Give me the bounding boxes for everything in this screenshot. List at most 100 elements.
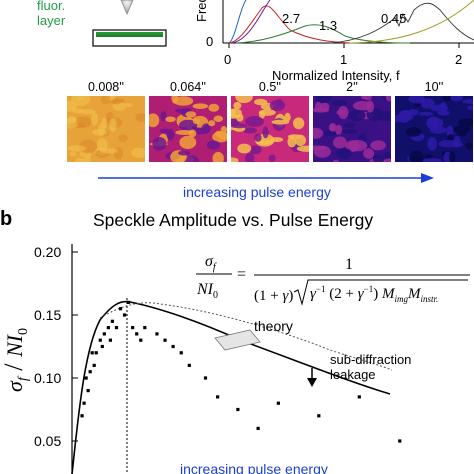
speckle-blob <box>84 155 91 162</box>
speckle-blob <box>348 140 368 152</box>
panel-letter-b: b <box>0 208 12 230</box>
hist-ylabel: Freq <box>194 0 209 22</box>
equation: σf NI0 = 1 (1 + γ) γ−1 (2 + γ−1) MimgMin… <box>196 253 470 306</box>
data-point <box>276 401 280 405</box>
speckle-blob <box>465 142 473 150</box>
hist-xlabel: Normalized Intensity, f <box>272 68 400 83</box>
speckle-blob <box>366 100 375 113</box>
speckle-blob <box>331 100 348 106</box>
annotation-line2: leakage <box>330 367 376 382</box>
speckle-blob <box>262 126 269 139</box>
data-point <box>110 319 115 323</box>
speckle-blob <box>178 119 198 131</box>
speckle-blob <box>343 122 356 128</box>
speckle-blob <box>348 109 366 122</box>
speckle-blob <box>453 125 471 134</box>
speckle-blob <box>333 136 347 149</box>
speckle-blob <box>408 96 426 104</box>
thumb-label-5: 10'' <box>424 80 444 94</box>
data-point <box>357 395 361 399</box>
data-point <box>82 401 86 405</box>
speckle-blob <box>90 112 98 126</box>
peak-label-3: 0.45 <box>381 11 406 26</box>
speckle-blob <box>206 140 221 150</box>
speckle-blob <box>178 150 191 156</box>
speckle-blob <box>458 118 473 127</box>
speckle-blob <box>406 127 422 137</box>
speckle-blob <box>75 116 92 128</box>
speckle-blob <box>109 99 122 105</box>
speckle-blob <box>256 139 273 145</box>
speckle-blob <box>71 96 91 107</box>
data-point <box>163 338 167 342</box>
ytick-label-005: 0.05 <box>34 433 61 449</box>
eq-rhs-den-inner: γ−1 (2 + γ−1) MimgMinstr. <box>310 284 438 304</box>
speckle-blob <box>192 118 201 125</box>
speckle-blob <box>335 148 353 160</box>
speckle-blob <box>437 109 450 116</box>
data-point <box>127 300 131 304</box>
ytick-label-020: 0.20 <box>34 244 61 260</box>
data-point <box>143 326 147 330</box>
hist-curve-red <box>228 5 351 44</box>
speckle-blob <box>446 125 454 138</box>
hist-ytick-0: 0 <box>206 34 213 49</box>
speckle-blob <box>384 158 391 162</box>
speckle-texture <box>67 96 145 162</box>
speckle-blob <box>287 136 297 148</box>
ylabel-slash: / <box>0 357 28 377</box>
speckle-blob <box>79 108 96 115</box>
data-point <box>106 326 110 330</box>
speckle-blob <box>342 128 358 134</box>
data-point <box>100 344 104 349</box>
speckle-blob <box>174 108 187 113</box>
speckle-blob <box>383 152 391 158</box>
speckle-blob <box>254 133 262 142</box>
speckle-blob <box>407 108 419 116</box>
speckle-blob <box>372 154 385 162</box>
speckle-blob <box>336 109 346 116</box>
peak-label-2: 1.3 <box>319 18 337 33</box>
data-point <box>94 351 98 355</box>
speckle-blob <box>208 103 220 112</box>
data-point <box>80 414 84 418</box>
speckle-blob <box>245 116 264 127</box>
data-point <box>90 351 94 355</box>
speckle-blob <box>201 123 211 134</box>
data-point <box>398 439 402 443</box>
speckle-blob <box>438 139 458 148</box>
speckle-blob <box>231 123 248 129</box>
thumb-label-3: 0.5'' <box>258 80 282 94</box>
speckle-blob <box>109 118 117 133</box>
hist-xtick-2: 2 <box>455 52 462 67</box>
eq-rhs-den: (1 + γ) <box>254 288 293 304</box>
arrow-head-icon <box>421 173 434 183</box>
speckle-blob <box>160 111 167 122</box>
speckle-blob <box>100 96 111 104</box>
data-point <box>108 338 112 342</box>
speckle-blob <box>440 102 447 109</box>
thumb-label-1: 0.008'' <box>87 80 125 94</box>
speckle-texture <box>231 96 309 162</box>
speckle-texture <box>313 96 391 162</box>
speckle-blob <box>185 111 197 118</box>
data-point <box>203 376 208 380</box>
speckle-blob <box>271 119 290 125</box>
speckle-blob <box>235 96 253 104</box>
speckle-blob <box>418 111 434 116</box>
data-point <box>135 332 139 336</box>
thumb-label-4: 2'' <box>346 80 358 94</box>
ylabel-sub-0: 0 <box>16 328 31 335</box>
speckle-blob <box>67 145 87 152</box>
theory-curve <box>99 302 393 371</box>
speckle-blob <box>426 116 440 130</box>
speckle-blob <box>69 151 77 157</box>
hist-xtick-0: 0 <box>224 52 231 67</box>
ylabel-sigma: σ <box>2 380 27 392</box>
hist-curve-purple <box>231 0 271 44</box>
speckle-blob <box>269 99 286 111</box>
theory-callout-icon <box>214 329 261 351</box>
data-point <box>88 370 92 374</box>
hist-curve-black <box>329 2 474 44</box>
